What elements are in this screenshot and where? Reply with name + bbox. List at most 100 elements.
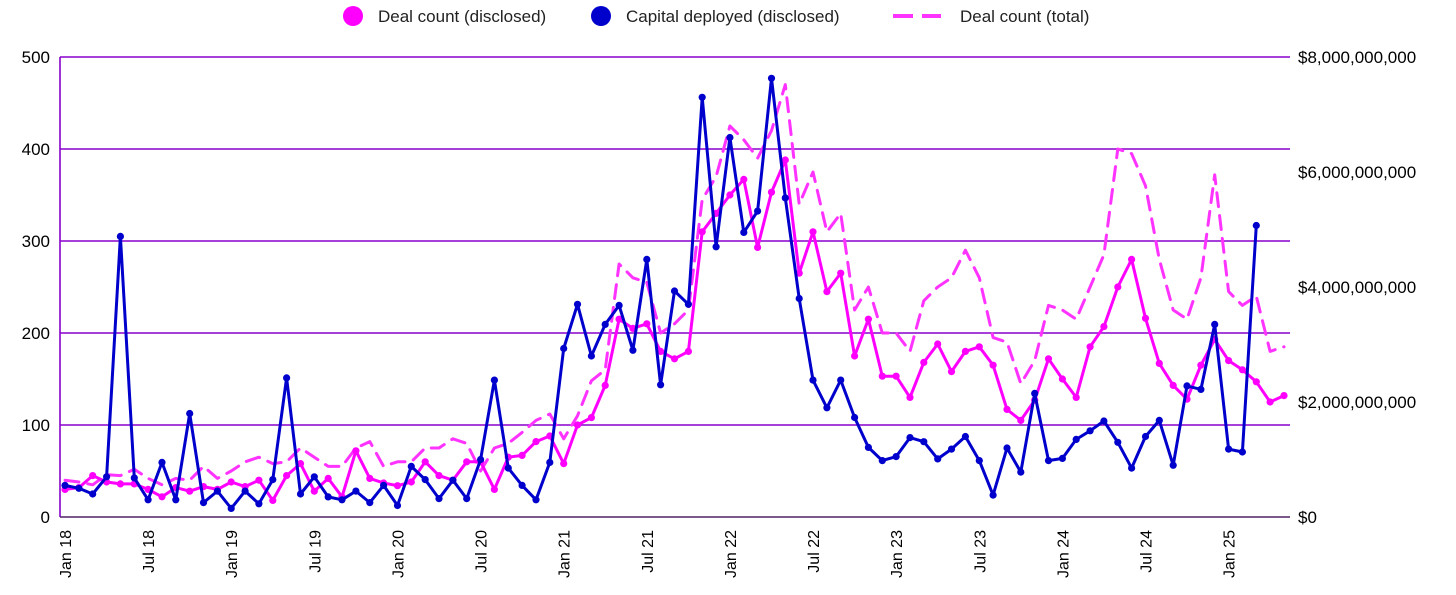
data-point-deal-count-disclosed <box>837 269 845 277</box>
data-point-capital-deployed-disclosed <box>1169 461 1177 469</box>
y-left-tick-label: 500 <box>22 48 50 67</box>
data-point-capital-deployed-disclosed <box>1003 444 1011 452</box>
x-tick-label: Jan 24 <box>1055 530 1072 578</box>
data-point-capital-deployed-disclosed <box>75 484 83 492</box>
data-point-deal-count-disclosed <box>324 474 332 482</box>
data-point-capital-deployed-disclosed <box>61 481 69 489</box>
data-point-capital-deployed-disclosed <box>726 133 734 142</box>
x-tick-label: Jul 21 <box>640 530 657 573</box>
data-point-deal-count-disclosed <box>573 421 582 429</box>
data-point-deal-count-disclosed <box>767 188 776 196</box>
data-point-capital-deployed-disclosed <box>615 301 623 309</box>
data-point-capital-deployed-disclosed <box>1155 416 1163 424</box>
data-point-capital-deployed-disclosed <box>795 294 803 303</box>
data-point-capital-deployed-disclosed <box>1031 389 1039 397</box>
x-tick-label: Jan 19 <box>224 530 241 578</box>
data-point-deal-count-disclosed <box>283 472 291 480</box>
data-point-capital-deployed-disclosed <box>310 473 318 481</box>
x-tick-label: Jan 25 <box>1222 530 1239 578</box>
data-point-deal-count-disclosed <box>754 243 762 251</box>
data-point-capital-deployed-disclosed <box>934 455 942 463</box>
data-point-capital-deployed-disclosed <box>1086 427 1094 435</box>
data-point-deal-count-disclosed <box>1072 393 1080 401</box>
data-point-capital-deployed-disclosed <box>906 434 914 442</box>
data-point-capital-deployed-disclosed <box>601 320 609 328</box>
legend: Deal count (disclosed) Capital deployed (… <box>343 6 1089 26</box>
data-point-capital-deployed-disclosed <box>864 443 873 451</box>
data-point-deal-count-disclosed <box>947 368 956 376</box>
data-point-deal-count-disclosed <box>864 315 873 323</box>
data-point-capital-deployed-disclosed <box>89 490 97 498</box>
data-point-deal-count-disclosed <box>934 340 942 348</box>
data-point-capital-deployed-disclosed <box>407 462 415 470</box>
x-tick-label: Jul 19 <box>307 530 324 573</box>
data-point-deal-count-disclosed <box>89 472 97 480</box>
data-point-deal-count-disclosed <box>601 381 609 389</box>
x-tick-label: Jan 18 <box>58 530 75 578</box>
series <box>61 74 1288 512</box>
data-point-deal-count-disclosed <box>1238 366 1246 374</box>
data-point-capital-deployed-disclosed <box>144 496 152 504</box>
data-point-deal-count-disclosed <box>989 361 997 369</box>
data-point-capital-deployed-disclosed <box>1017 468 1025 476</box>
data-point-deal-count-disclosed <box>643 320 651 328</box>
data-point-deal-count-disclosed <box>463 458 471 466</box>
data-point-deal-count-disclosed <box>296 460 305 468</box>
y-left-tick-label: 300 <box>22 232 50 251</box>
y-left-tick-label: 400 <box>22 140 50 159</box>
data-point-capital-deployed-disclosed <box>255 500 263 508</box>
data-point-capital-deployed-disclosed <box>283 374 291 382</box>
data-point-deal-count-disclosed <box>116 480 124 488</box>
data-point-capital-deployed-disclosed <box>809 376 817 384</box>
x-tick-label: Jul 18 <box>141 530 158 573</box>
data-point-capital-deployed-disclosed <box>1072 435 1080 443</box>
data-point-capital-deployed-disclosed <box>837 376 845 384</box>
data-point-deal-count-disclosed <box>532 438 540 446</box>
y-right-tick-label: $8,000,000,000 <box>1298 48 1416 67</box>
grid <box>60 56 1290 518</box>
data-point-deal-count-disclosed <box>1252 378 1260 386</box>
series-line-capital-deployed-disclosed <box>63 76 1258 510</box>
data-point-capital-deployed-disclosed <box>1114 438 1122 446</box>
data-point-capital-deployed-disclosed <box>1225 445 1233 453</box>
data-point-capital-deployed-disclosed <box>629 346 637 354</box>
y-left-tick-label: 200 <box>22 324 50 343</box>
y-right-tick-label: $4,000,000,000 <box>1298 278 1416 297</box>
data-point-deal-count-disclosed <box>587 414 596 422</box>
data-point-deal-count-disclosed <box>1266 398 1274 406</box>
data-point-deal-count-disclosed <box>809 228 817 236</box>
data-point-capital-deployed-disclosed <box>892 453 900 461</box>
data-point-capital-deployed-disclosed <box>227 504 235 512</box>
data-point-capital-deployed-disclosed <box>269 476 277 484</box>
data-point-deal-count-disclosed <box>684 347 693 355</box>
data-point-deal-count-disclosed <box>1017 416 1025 424</box>
x-tick-label: Jul 20 <box>474 530 491 573</box>
data-point-deal-count-disclosed <box>310 487 318 495</box>
data-point-capital-deployed-disclosed <box>186 409 194 418</box>
data-point-deal-count-disclosed <box>726 191 734 199</box>
data-point-deal-count-disclosed <box>560 460 568 468</box>
data-point-capital-deployed-disclosed <box>490 376 498 384</box>
data-point-capital-deployed-disclosed <box>116 232 124 240</box>
data-point-deal-count-disclosed <box>490 485 498 493</box>
data-point-capital-deployed-disclosed <box>366 499 374 507</box>
legend-label: Capital deployed (disclosed) <box>626 7 840 26</box>
data-point-deal-count-disclosed <box>1058 375 1066 383</box>
data-point-capital-deployed-disclosed <box>587 352 596 360</box>
data-point-capital-deployed-disclosed <box>103 473 111 481</box>
data-point-capital-deployed-disclosed <box>518 481 526 489</box>
data-point-capital-deployed-disclosed <box>435 495 443 503</box>
data-point-deal-count-disclosed <box>393 482 402 490</box>
data-point-capital-deployed-disclosed <box>1197 385 1205 393</box>
data-point-deal-count-disclosed <box>920 358 928 366</box>
data-point-capital-deployed-disclosed <box>1211 320 1219 328</box>
data-point-capital-deployed-disclosed <box>449 476 457 484</box>
series-line-deal-count-total <box>63 83 1286 487</box>
x-tick-label: Jul 24 <box>1138 530 1155 573</box>
data-point-capital-deployed-disclosed <box>1238 448 1246 456</box>
data-point-deal-count-disclosed <box>961 347 970 355</box>
data-point-capital-deployed-disclosed <box>1100 417 1108 425</box>
data-point-deal-count-disclosed <box>657 347 665 355</box>
